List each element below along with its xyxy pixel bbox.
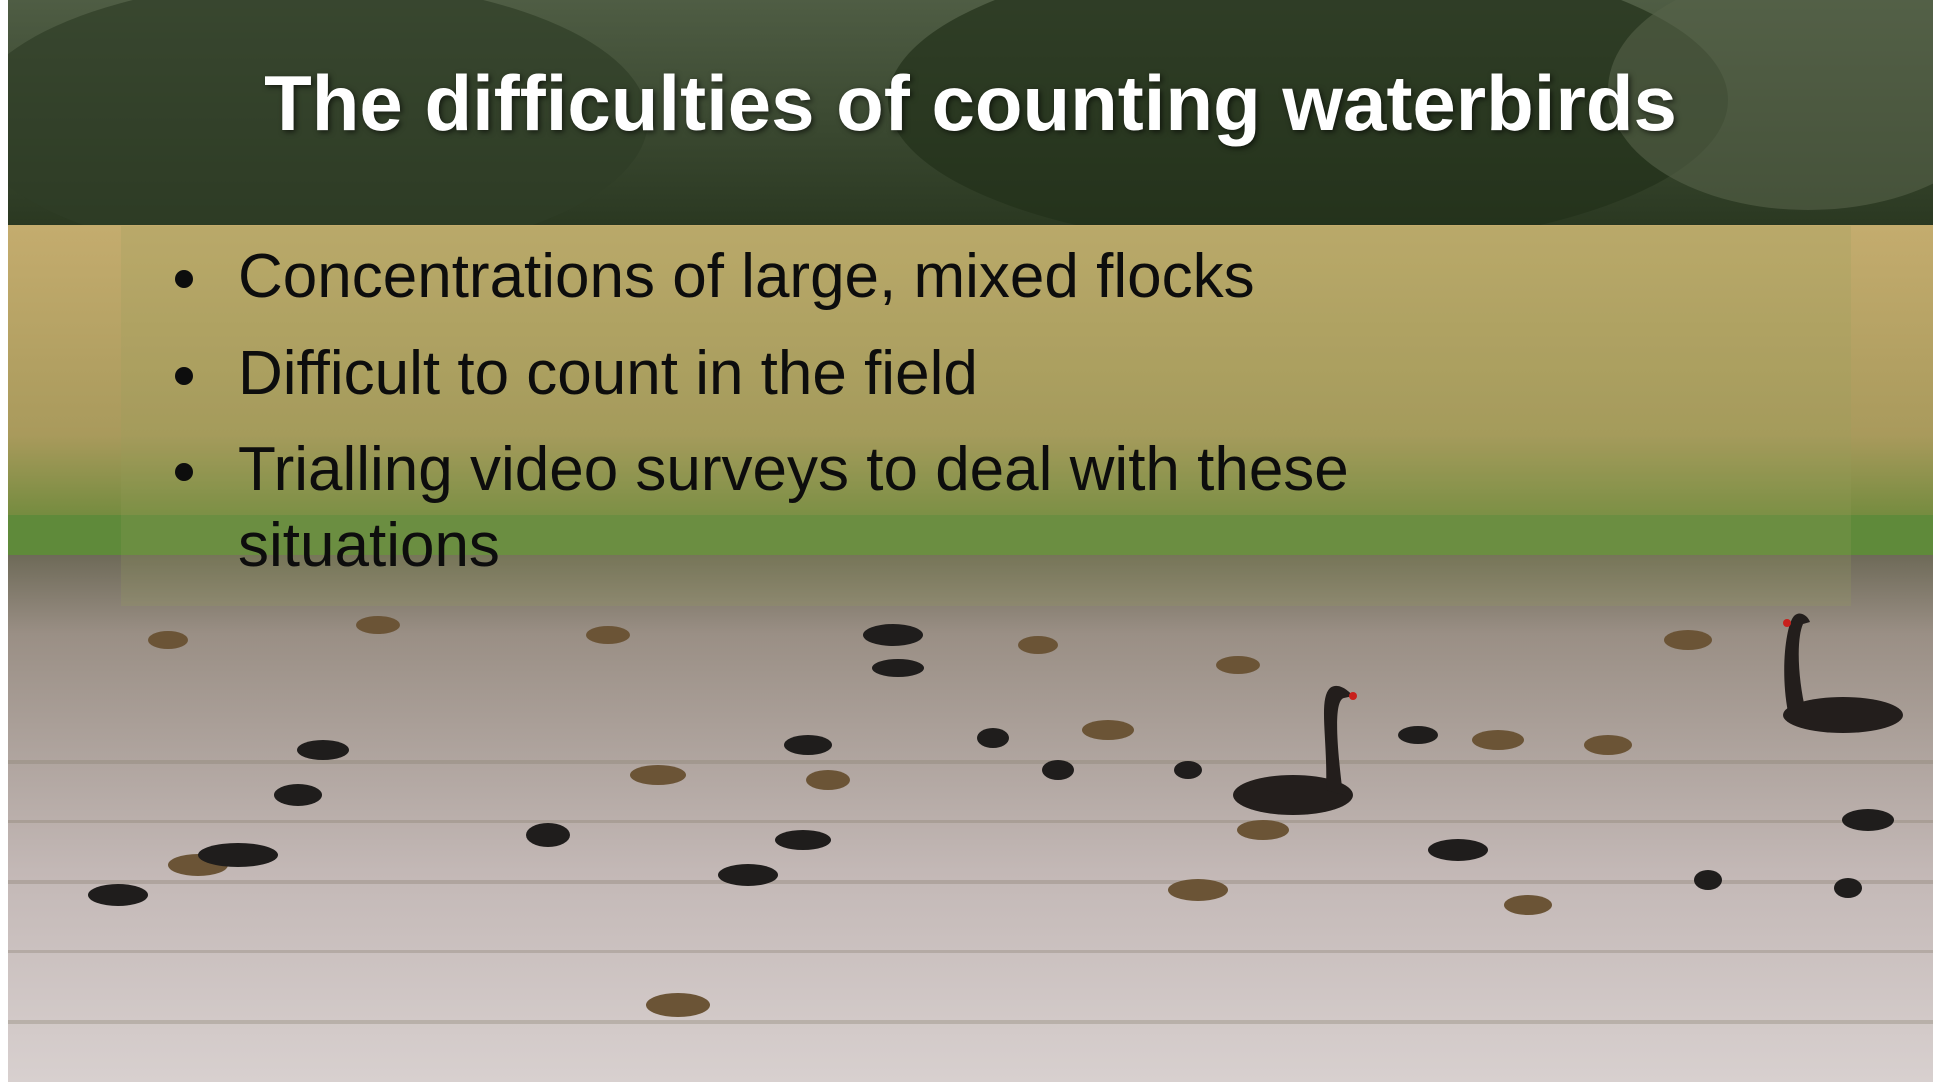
bullet-item: Trialling video surveys to deal with the… — [218, 422, 1618, 584]
slide-title: The difficulties of counting waterbirds — [8, 58, 1933, 149]
bullet-list: Concentrations of large, mixed flocks Di… — [158, 228, 1618, 584]
slide: The difficulties of counting waterbirds … — [8, 0, 1933, 1082]
page: The difficulties of counting waterbirds … — [0, 0, 1933, 1082]
bullet-item: Difficult to count in the field — [218, 325, 1618, 422]
bullet-item: Concentrations of large, mixed flocks — [218, 228, 1618, 325]
